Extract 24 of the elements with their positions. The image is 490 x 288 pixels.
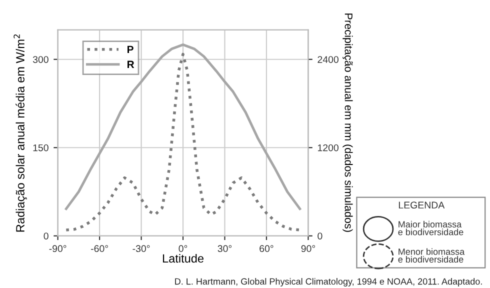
y-tick-label: 150	[33, 144, 48, 152]
x-tick-label: 0°	[178, 245, 188, 252]
line-series	[64, 52, 302, 232]
x-tick-label: 60°	[260, 245, 274, 252]
y2-axis-title: Precipitação anual em mm (dados simulados)	[342, 14, 353, 232]
x-tick-label: -90°	[49, 245, 66, 252]
y2-tick-label: 0	[318, 232, 322, 240]
legend-label: R	[128, 60, 134, 68]
x-tick-label: -60°	[91, 245, 108, 252]
y-tick-label: 0	[44, 232, 48, 240]
x-tick-label: -30°	[132, 245, 150, 252]
text: LEGENDA	[398, 202, 445, 209]
text: Menor biomassa e biodiversidade	[398, 248, 465, 263]
x-tick-label: 30°	[218, 245, 232, 252]
line-series	[64, 43, 302, 210]
text: D. L. Hartmann, Global Physical Climatology, 1994 e NOAA, 2011. Adaptado.	[175, 278, 482, 286]
y-axis-title: Radiação solar anual média em W/m$^{2}$	[14, 34, 27, 232]
y2-tick-label: 1200	[318, 144, 338, 152]
text: Maior biomassa e biodiversidade	[398, 220, 464, 236]
x-axis-title: Latitude	[162, 254, 204, 263]
y-tick-label: 300	[32, 56, 48, 63]
y2-tick-label: 2400	[318, 56, 338, 63]
x-tick-label: 90°	[301, 245, 315, 252]
legend-label: P	[128, 46, 134, 54]
